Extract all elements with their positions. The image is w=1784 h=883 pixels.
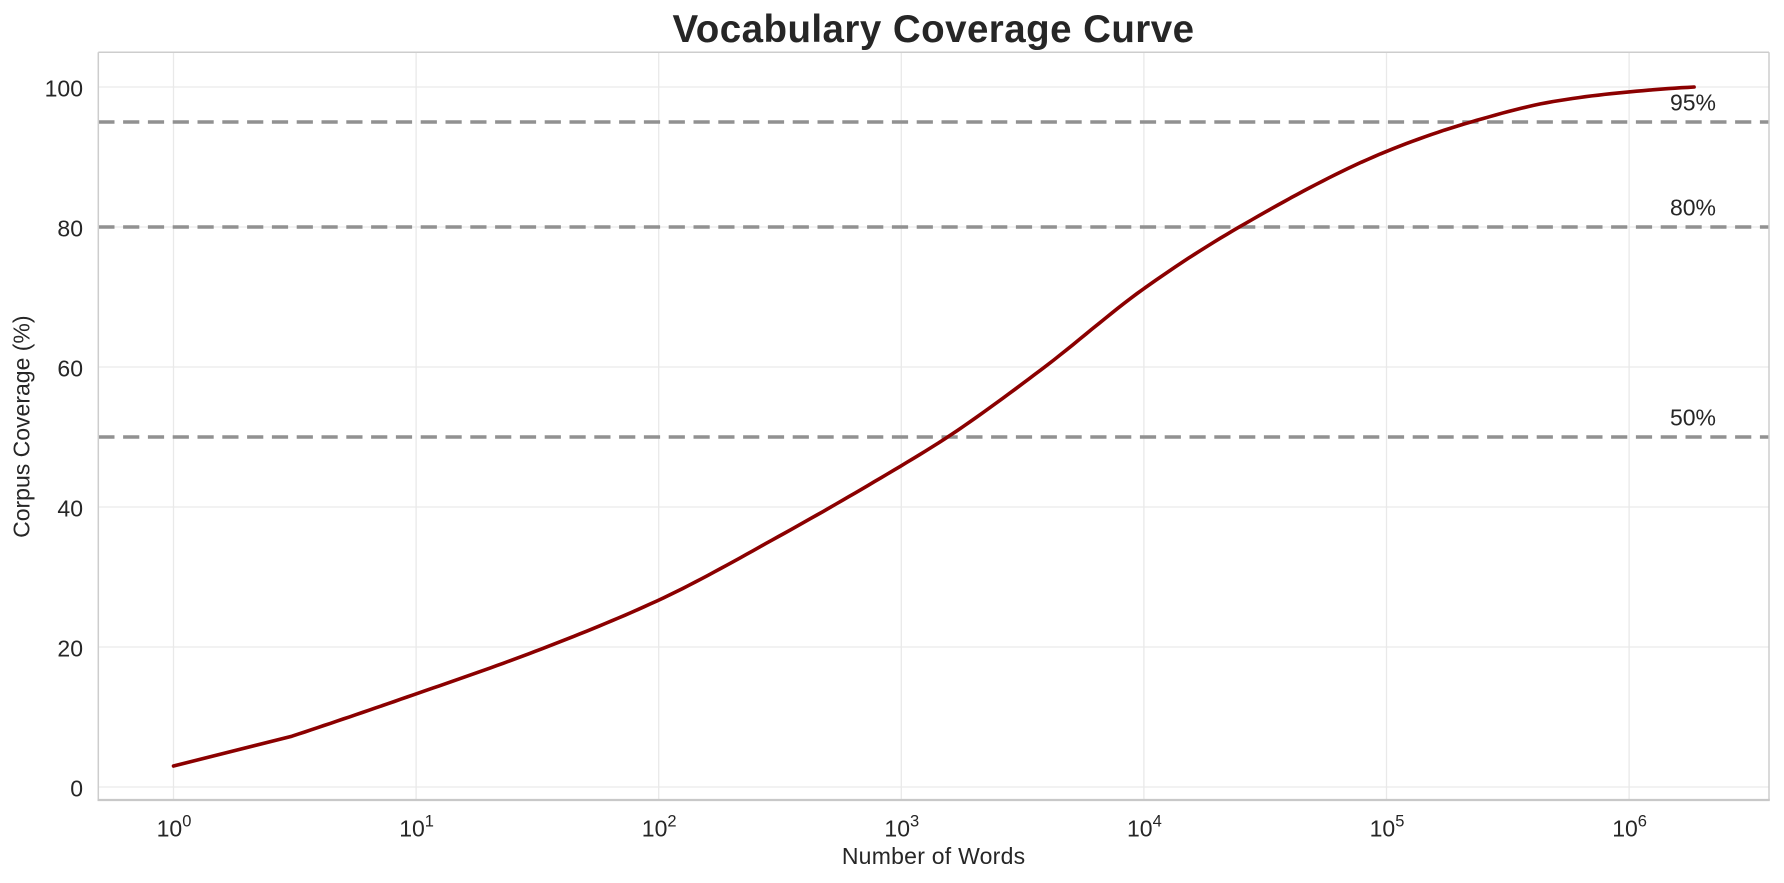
svg-text:Corpus Coverage (%): Corpus Coverage (%) bbox=[9, 315, 35, 537]
svg-text:100: 100 bbox=[45, 76, 83, 102]
svg-text:80: 80 bbox=[57, 216, 83, 242]
svg-text:50%: 50% bbox=[1670, 405, 1716, 431]
svg-text:103: 103 bbox=[884, 812, 919, 841]
svg-text:60: 60 bbox=[57, 356, 83, 382]
svg-text:0: 0 bbox=[70, 776, 83, 802]
svg-text:40: 40 bbox=[57, 496, 83, 522]
svg-text:20: 20 bbox=[57, 636, 83, 662]
svg-text:Number of Words: Number of Words bbox=[842, 843, 1026, 869]
svg-text:80%: 80% bbox=[1670, 195, 1716, 221]
svg-text:95%: 95% bbox=[1670, 90, 1716, 116]
svg-text:Vocabulary Coverage Curve: Vocabulary Coverage Curve bbox=[673, 8, 1195, 51]
